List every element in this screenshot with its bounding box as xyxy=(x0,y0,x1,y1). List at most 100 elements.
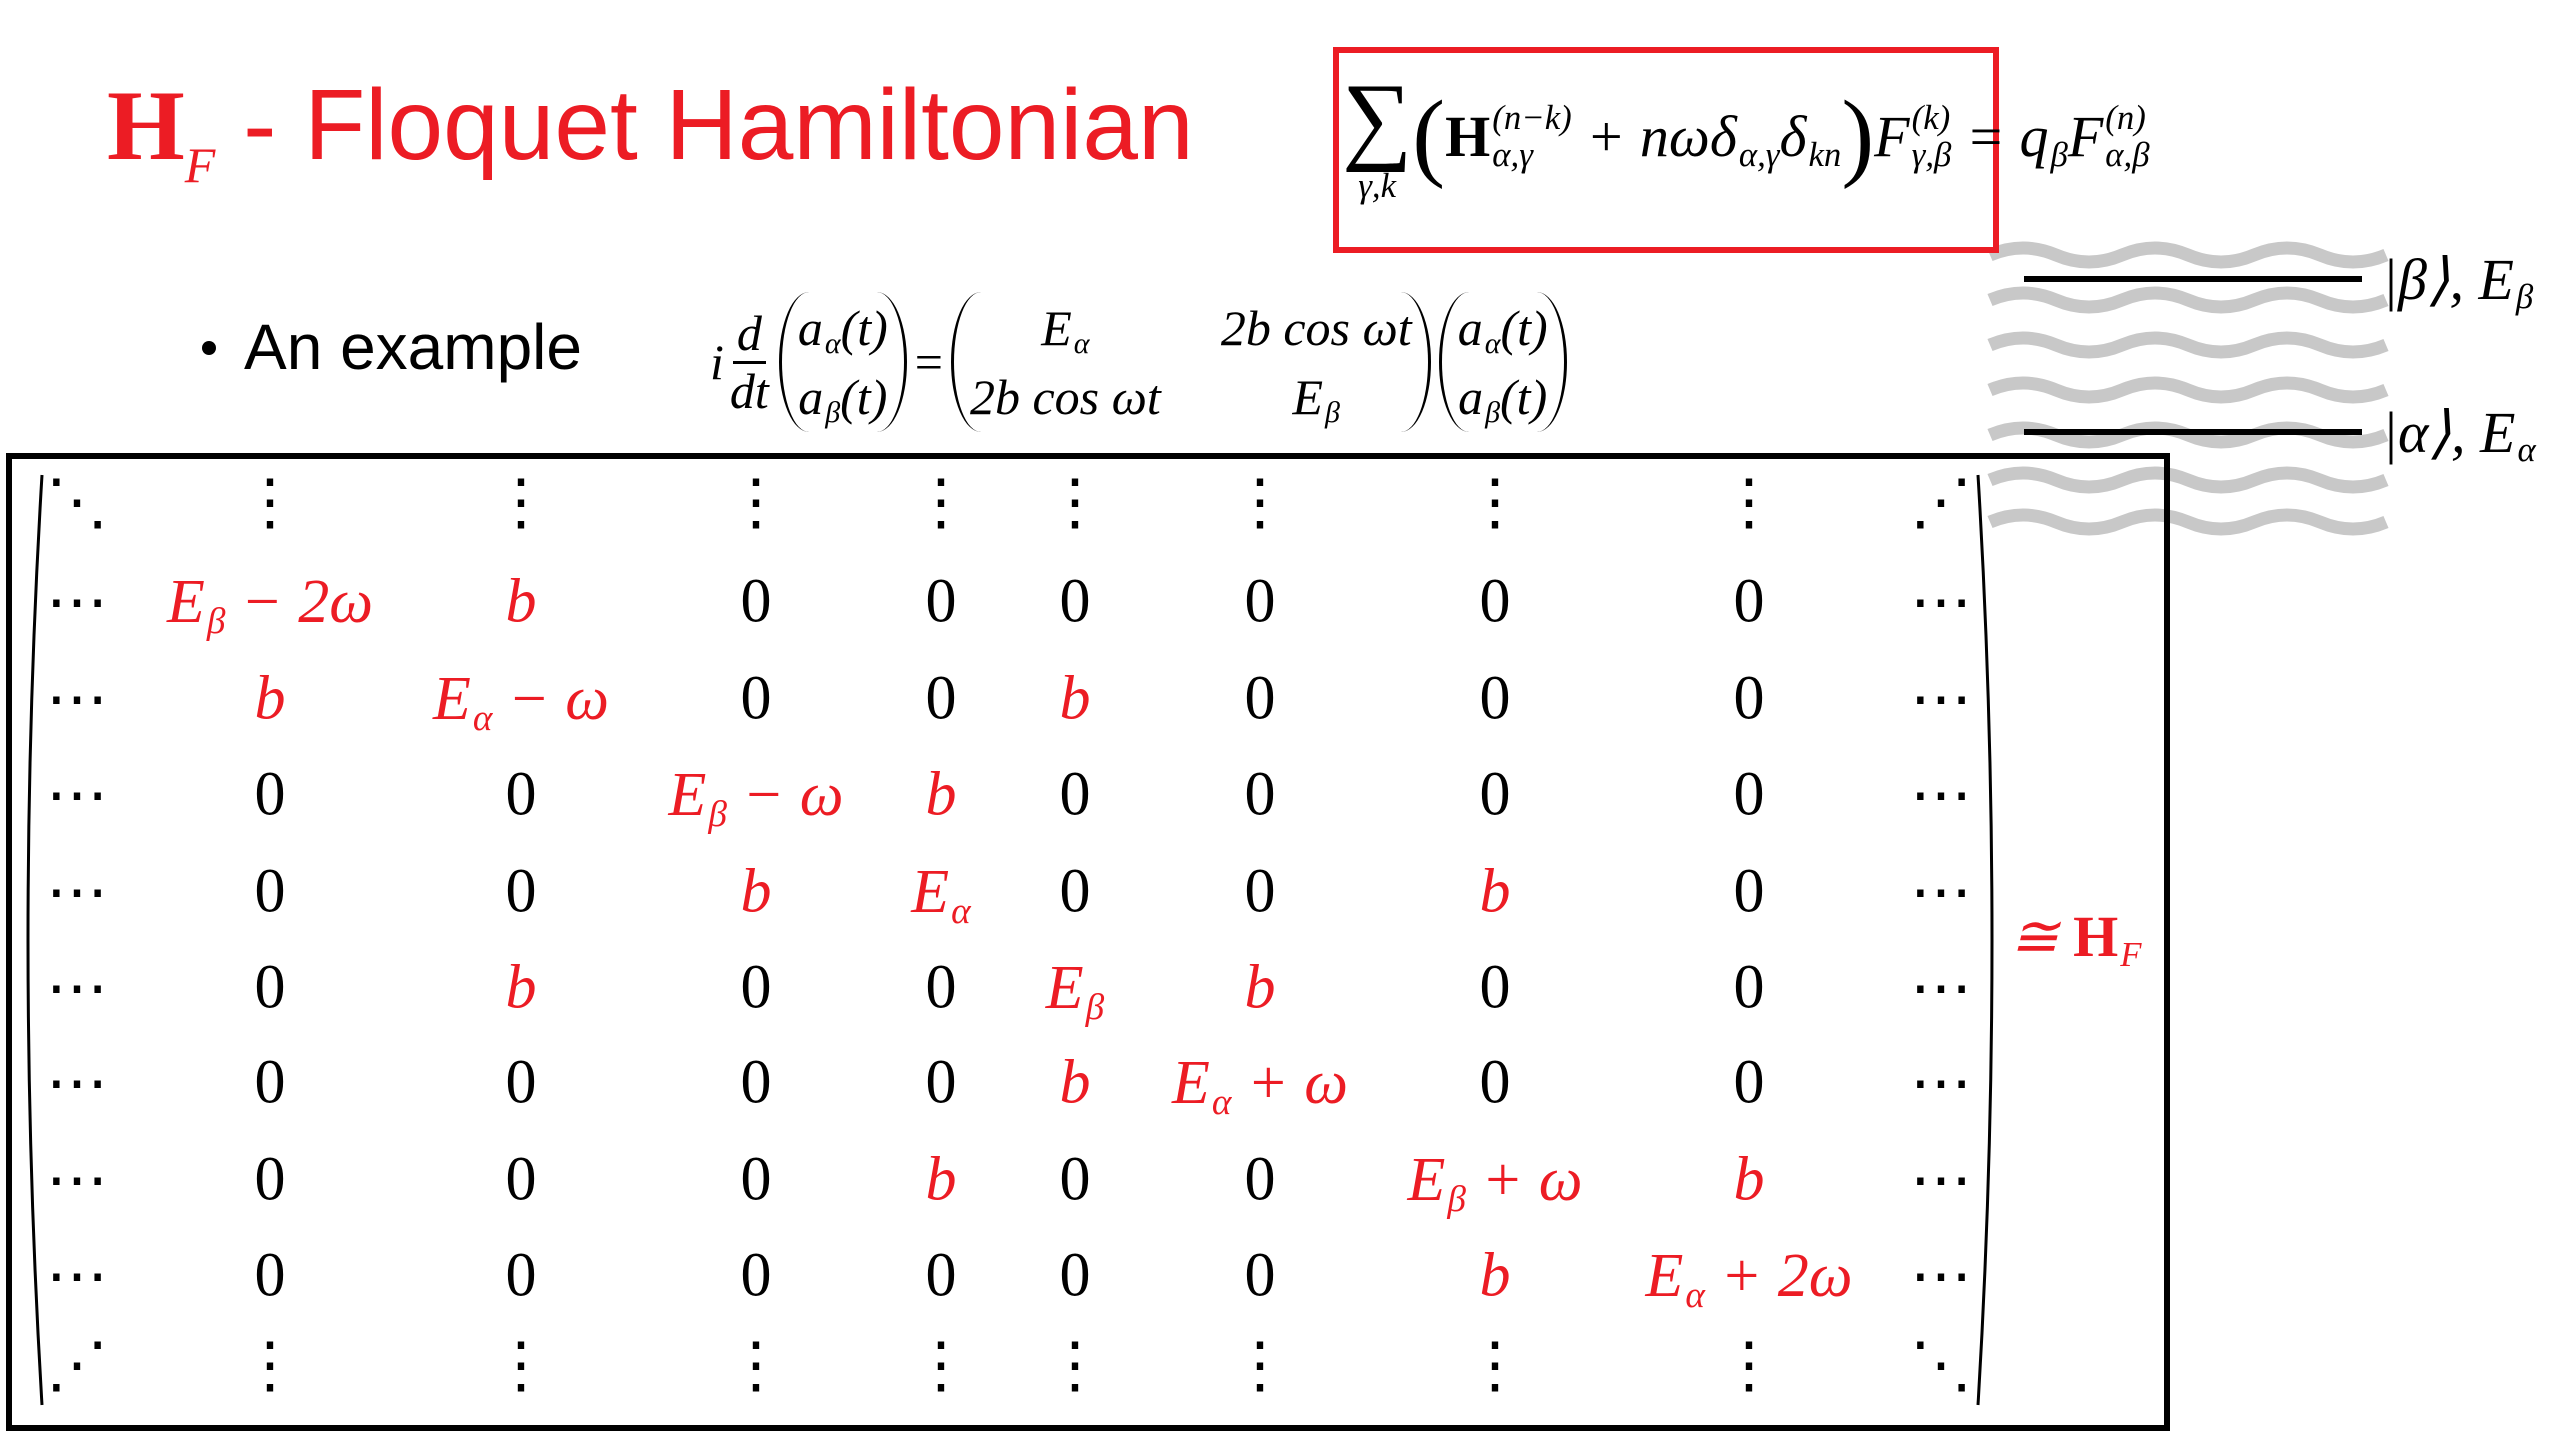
math-token: ) xyxy=(1841,87,1874,186)
token-base: b xyxy=(1479,1241,1511,1310)
token-base: a xyxy=(798,368,824,425)
matrix-cell: 0 xyxy=(741,1048,772,1119)
matrix-cell: ⋮ xyxy=(1229,1328,1291,1402)
token-tail: (t) xyxy=(840,299,888,356)
matrix-cell: ⋮ xyxy=(1229,465,1291,539)
math-text: 0 xyxy=(254,857,286,926)
token-base: E xyxy=(1407,1145,1446,1214)
math-token: b xyxy=(1734,1145,1765,1216)
matrix-cell: ⋮ xyxy=(1464,1328,1526,1402)
subscript: kn xyxy=(1808,134,1842,174)
token-base: E xyxy=(1645,1241,1684,1310)
math-text: 0 xyxy=(505,1145,537,1214)
math-token: b xyxy=(255,664,286,735)
matrix-cell: ⋯ xyxy=(46,1046,108,1120)
token-base: ( xyxy=(1412,81,1446,191)
matrix-cell: ⋰ xyxy=(1910,465,1972,539)
matrix-paren-right xyxy=(1976,474,1994,1406)
math-text: ⋯ xyxy=(46,955,108,1023)
subscript: α xyxy=(1484,326,1501,360)
scripts: α xyxy=(825,296,841,359)
math-text: ⋯ xyxy=(1910,1147,1972,1215)
hf-prefix: ≅ xyxy=(2010,904,2074,970)
math-text: 0 xyxy=(254,1048,286,1117)
token-base: b xyxy=(254,664,286,733)
token-base: E xyxy=(1045,953,1084,1022)
math-text: ⋯ xyxy=(1910,955,1972,1023)
matrix-cell: 0 xyxy=(926,1048,957,1119)
math-text: 0 xyxy=(1733,567,1765,636)
operator-limits: γ,k xyxy=(1358,165,1397,205)
math-text: 0 xyxy=(1733,857,1765,926)
matrix-cell: 0 xyxy=(506,1145,537,1216)
math-token: b xyxy=(506,567,537,638)
subscript: α xyxy=(472,697,493,739)
operator-symbol: ∑ xyxy=(1342,64,1413,173)
token-base: b xyxy=(505,567,537,636)
scripts: α xyxy=(1685,1237,1705,1315)
scripts: kn xyxy=(1808,100,1841,173)
token-tail: (t) xyxy=(1500,368,1548,425)
math-text: 0 xyxy=(505,1048,537,1117)
math-text: ⋮ xyxy=(725,469,787,537)
math-text: ⋯ xyxy=(1910,666,1972,734)
math-token: b xyxy=(926,760,957,831)
token-tail: + ω xyxy=(1465,1145,1583,1214)
matrix-cell: 0 xyxy=(926,664,957,735)
math-token: H (n−k) α,γ xyxy=(1445,100,1572,173)
math-text: 0 xyxy=(1244,760,1276,829)
scripts: β xyxy=(1447,1141,1466,1219)
token-base: E xyxy=(166,567,205,636)
subscript: α xyxy=(2517,429,2536,469)
bullet-dot xyxy=(202,341,216,355)
matrix-cell: b xyxy=(506,567,537,638)
math-text: 0 xyxy=(254,760,286,829)
math-token: a α (t) xyxy=(798,296,888,359)
math-token: ( xyxy=(1412,87,1445,186)
vector: a α (t) a β (t) xyxy=(778,292,907,432)
math-text: 0 xyxy=(1244,857,1276,926)
token-base: a xyxy=(1458,368,1484,425)
token-base: b xyxy=(1479,857,1511,926)
matrix-cell: ⋮ xyxy=(1044,1328,1106,1402)
math-text: ⋮ xyxy=(1044,469,1106,537)
token-base: b xyxy=(1244,953,1276,1022)
token-base: E xyxy=(1171,1048,1210,1117)
math-token: b xyxy=(1060,1048,1091,1119)
token-tail: + 2ω xyxy=(1704,1241,1853,1310)
math-token: b xyxy=(926,1145,957,1216)
spacer xyxy=(708,756,727,795)
matrix-cell: 0 xyxy=(926,1241,957,1312)
math-text: 0 xyxy=(505,857,537,926)
matrix-cell: ⋯ xyxy=(46,758,108,832)
matrix-cell: 0 xyxy=(255,760,286,831)
token-tail: (t) xyxy=(1500,299,1548,356)
scripts: β xyxy=(1325,365,1340,428)
token-base: b xyxy=(925,1145,957,1214)
math-token: b xyxy=(1480,1241,1511,1312)
math-text: 0 xyxy=(1244,1241,1276,1310)
wave xyxy=(1987,376,2389,404)
token-base: E xyxy=(668,760,707,829)
matrix-cell: 0 xyxy=(741,953,772,1024)
math-token: F (k) γ,β xyxy=(1874,100,1951,173)
math-text: ⋯ xyxy=(1910,569,1972,637)
math-text: 0 xyxy=(505,760,537,829)
math-text: 0 xyxy=(740,664,772,733)
token-base: δ xyxy=(1779,104,1807,170)
fraction: d dt xyxy=(730,305,769,419)
matrix-cell: 0 xyxy=(1480,567,1511,638)
matrix-cell: ⋯ xyxy=(1910,758,1972,832)
matrix-cell: ⋯ xyxy=(1910,855,1972,929)
math-text: 0 xyxy=(1059,760,1091,829)
scripts: β xyxy=(708,756,727,834)
matrix-cell: ⋯ xyxy=(1910,1046,1972,1120)
matrix-cell: b xyxy=(255,664,286,735)
